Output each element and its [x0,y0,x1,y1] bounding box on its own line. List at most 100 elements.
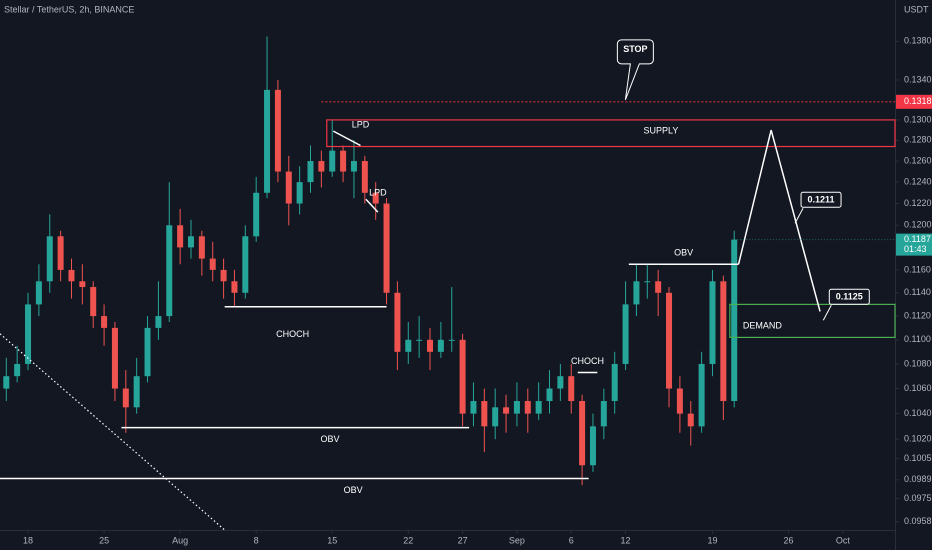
candle-body [198,236,205,259]
candle-body [589,426,596,466]
candle-body [144,327,151,377]
stop-price-label: 0.1318 [904,96,932,106]
candle-body [383,203,390,293]
level-label: CHOCH [276,329,309,339]
y-tick-label: 0.0958 [904,516,932,526]
candle-body [535,401,542,414]
y-tick-label: 0.1060 [904,383,932,393]
y-tick-label: 0.1300 [904,114,932,124]
candle-body [329,150,336,172]
candle-body [35,281,42,305]
candle-body [187,236,194,248]
y-tick-label: 0.1005 [904,453,932,463]
y-tick-label: 0.1100 [904,334,931,344]
candle-body [111,327,118,389]
stop-price-tag [896,94,932,109]
callout-label: 0.1211 [808,195,835,205]
y-tick-label: 0.1160 [904,264,931,274]
callout-label: 0.1125 [836,292,863,302]
candle-body [611,363,618,402]
y-tick-label: 0.1120 [904,310,931,320]
candle-body [209,258,216,270]
x-tick-label: 8 [254,535,259,545]
candle-body [503,407,510,414]
x-tick-label: 27 [458,535,468,545]
candle-body [437,339,444,352]
y-tick-label: 0.1140 [904,287,931,297]
candle-body [557,376,564,389]
candle-body [633,281,640,305]
x-tick-label: 26 [784,535,794,545]
callout-pointer [794,208,804,224]
x-tick-label: Oct [836,535,851,545]
x-tick-label: 6 [569,535,574,545]
candle-body [481,401,488,427]
candle-body [155,316,162,328]
y-tick-label: 0.0989 [904,474,932,484]
stop-label: STOP [623,44,647,54]
x-tick-label: 12 [621,535,631,545]
candle-body [731,239,738,402]
chart-title: Stellar / TetherUS, 2h, BINANCE [4,4,134,14]
current-price-label: 0.1187 [904,234,931,244]
level-label: OBV [674,248,693,258]
candle-body [666,292,673,389]
candle-body [568,376,575,402]
candle-body [492,407,499,427]
candle-body [285,171,292,204]
candle-body [698,363,705,427]
candle-body [177,225,184,248]
candle-body [101,316,108,328]
candle-body [296,182,303,204]
candle-body [274,89,281,172]
zone [326,119,896,148]
candle-body [394,292,401,352]
y-tick-label: 0.1340 [904,74,932,84]
callout-box [828,288,870,305]
candle-body [676,388,683,414]
lpd-line [365,198,379,213]
candle-body [644,281,651,283]
candle-body [372,192,379,204]
candle-body [122,388,129,408]
candle-body [90,287,97,317]
candle-body [307,161,314,183]
candle-body [220,269,227,282]
axis-unit: USDT [904,4,929,14]
candle-body [513,401,520,414]
y-tick-label: 0.1260 [904,155,932,165]
x-tick-label: 15 [327,535,337,545]
candle-body [687,413,694,427]
candle-body [524,401,531,414]
callout-box [800,191,842,208]
candle-body [350,161,357,172]
y-tick-label: 0.1080 [904,358,932,368]
stop-balloon [616,39,654,100]
candle-body [68,269,75,282]
callout-pointer [822,304,832,321]
candle-body [405,339,412,352]
lpd-label: LPD [369,188,387,198]
x-tick-label: 22 [403,535,413,545]
candle-body [459,339,466,414]
y-tick-label: 0.1040 [904,408,932,418]
y-tick-label: 0.1380 [904,36,932,46]
lpd-line [332,130,361,147]
candle-body [416,339,423,341]
candle-body [427,339,434,352]
candle-body [622,304,629,364]
zone-label: DEMAND [743,320,783,330]
candle-body [655,281,662,293]
x-tick-label: 25 [99,535,109,545]
candle-body [25,304,32,364]
projection-path [737,129,821,312]
y-tick-label: 0.1200 [904,220,932,230]
y-tick-label: 0.1280 [904,135,932,145]
candle-body [318,161,325,172]
zone-label: SUPPLY [643,126,678,136]
candle-body [166,225,173,317]
level-label: OBV [321,434,340,444]
level-label: OBV [344,485,363,495]
